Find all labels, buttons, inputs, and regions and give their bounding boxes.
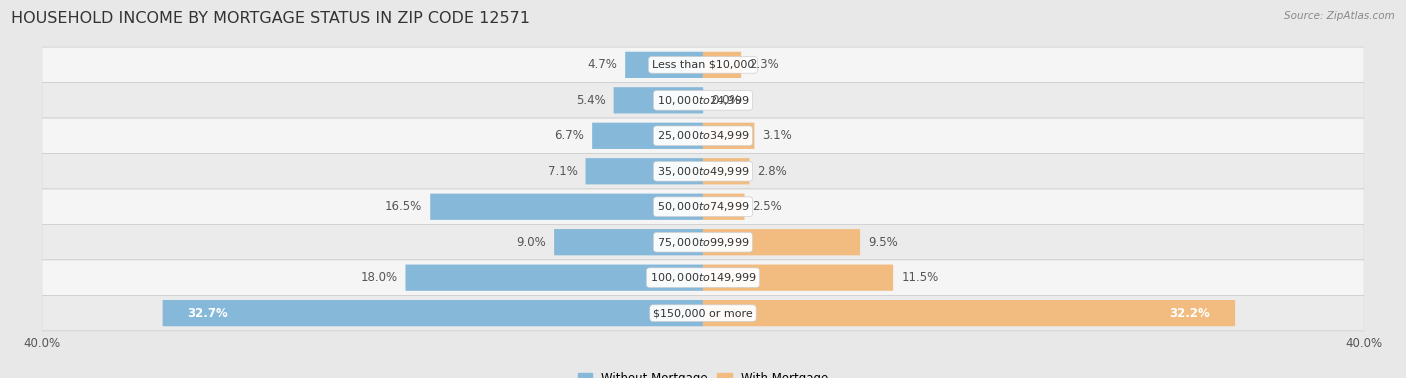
FancyBboxPatch shape [703, 300, 1234, 326]
FancyBboxPatch shape [703, 158, 749, 184]
Text: 32.7%: 32.7% [187, 307, 228, 320]
FancyBboxPatch shape [405, 265, 703, 291]
Text: $25,000 to $34,999: $25,000 to $34,999 [657, 129, 749, 142]
Text: $150,000 or more: $150,000 or more [654, 308, 752, 318]
Text: Less than $10,000: Less than $10,000 [652, 60, 754, 70]
FancyBboxPatch shape [42, 295, 1364, 331]
FancyBboxPatch shape [42, 189, 1364, 225]
Text: $50,000 to $74,999: $50,000 to $74,999 [657, 200, 749, 213]
Text: $100,000 to $149,999: $100,000 to $149,999 [650, 271, 756, 284]
FancyBboxPatch shape [554, 229, 703, 255]
Text: 9.0%: 9.0% [516, 236, 546, 249]
Legend: Without Mortgage, With Mortgage: Without Mortgage, With Mortgage [574, 367, 832, 378]
Text: 4.7%: 4.7% [588, 58, 617, 71]
Text: 3.1%: 3.1% [762, 129, 792, 142]
Text: 6.7%: 6.7% [554, 129, 583, 142]
Text: 18.0%: 18.0% [360, 271, 398, 284]
Text: 0.0%: 0.0% [711, 94, 741, 107]
FancyBboxPatch shape [703, 123, 755, 149]
FancyBboxPatch shape [703, 229, 860, 255]
Text: 5.4%: 5.4% [576, 94, 606, 107]
FancyBboxPatch shape [163, 300, 703, 326]
Text: 7.1%: 7.1% [547, 165, 578, 178]
Text: 11.5%: 11.5% [901, 271, 938, 284]
FancyBboxPatch shape [42, 118, 1364, 153]
Text: 9.5%: 9.5% [868, 236, 898, 249]
FancyBboxPatch shape [613, 87, 703, 113]
FancyBboxPatch shape [626, 52, 703, 78]
FancyBboxPatch shape [592, 123, 703, 149]
FancyBboxPatch shape [42, 225, 1364, 260]
Text: 2.8%: 2.8% [758, 165, 787, 178]
Text: 32.2%: 32.2% [1170, 307, 1211, 320]
Text: $35,000 to $49,999: $35,000 to $49,999 [657, 165, 749, 178]
FancyBboxPatch shape [42, 153, 1364, 189]
Text: $10,000 to $24,999: $10,000 to $24,999 [657, 94, 749, 107]
FancyBboxPatch shape [585, 158, 703, 184]
FancyBboxPatch shape [703, 194, 744, 220]
FancyBboxPatch shape [42, 47, 1364, 83]
FancyBboxPatch shape [42, 83, 1364, 118]
FancyBboxPatch shape [703, 52, 741, 78]
Text: 2.5%: 2.5% [752, 200, 782, 213]
FancyBboxPatch shape [42, 260, 1364, 295]
FancyBboxPatch shape [703, 265, 893, 291]
Text: 16.5%: 16.5% [385, 200, 422, 213]
Text: Source: ZipAtlas.com: Source: ZipAtlas.com [1284, 11, 1395, 21]
FancyBboxPatch shape [430, 194, 703, 220]
Text: HOUSEHOLD INCOME BY MORTGAGE STATUS IN ZIP CODE 12571: HOUSEHOLD INCOME BY MORTGAGE STATUS IN Z… [11, 11, 530, 26]
Text: $75,000 to $99,999: $75,000 to $99,999 [657, 236, 749, 249]
Text: 2.3%: 2.3% [749, 58, 779, 71]
